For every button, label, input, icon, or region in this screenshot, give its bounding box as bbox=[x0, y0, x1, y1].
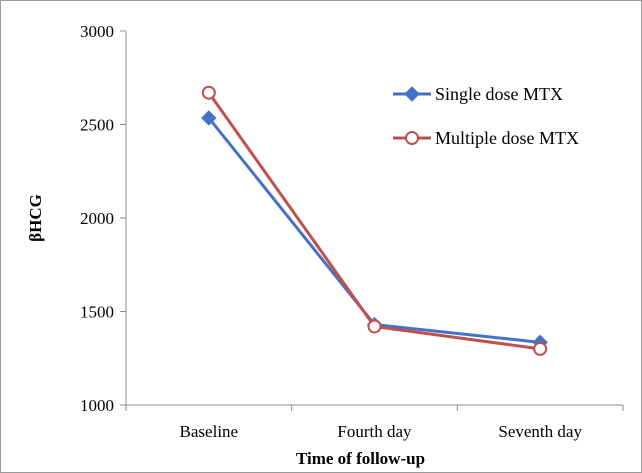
data-point bbox=[533, 341, 548, 356]
x-tick-label: Baseline bbox=[180, 422, 239, 441]
y-tick-label: 1000 bbox=[80, 396, 114, 415]
axes: 1000 1500 2000 2500 3000 Baseline Fourth day Se… bbox=[80, 22, 624, 441]
series-layer bbox=[201, 85, 548, 356]
legend-marker bbox=[404, 86, 420, 102]
data-point bbox=[201, 110, 217, 126]
legend-label: Multiple dose MTX bbox=[435, 128, 579, 148]
y-tick-label: 2500 bbox=[80, 116, 114, 135]
legend-label: Single dose MTX bbox=[435, 84, 563, 104]
x-tick-label: Fourth day bbox=[337, 422, 412, 441]
y-tick-label: 3000 bbox=[80, 22, 114, 41]
y-axis-title: βHCG bbox=[26, 194, 45, 242]
data-point bbox=[201, 85, 216, 100]
y-tick-label: 1500 bbox=[80, 303, 114, 322]
series-line bbox=[207, 117, 541, 344]
x-tick-label: Seventh day bbox=[498, 422, 582, 441]
legend: Single dose MTX Multiple dose MTX bbox=[393, 84, 579, 148]
series-2 bbox=[201, 85, 548, 356]
y-tick-label: 2000 bbox=[80, 209, 114, 228]
legend-marker bbox=[405, 131, 419, 145]
x-axis-title: Time of follow-up bbox=[296, 449, 425, 468]
data-point bbox=[367, 319, 382, 334]
